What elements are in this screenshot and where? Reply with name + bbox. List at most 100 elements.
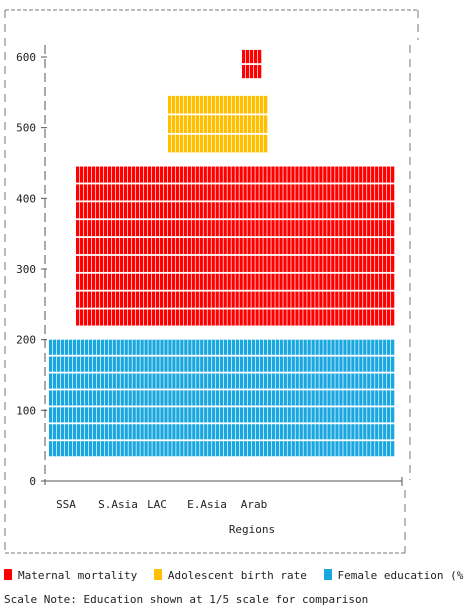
bar-cell-maternal-mortality (327, 166, 331, 183)
bar-cell-maternal-mortality (91, 166, 96, 183)
bar-cell-maternal-mortality (255, 238, 259, 255)
bar-cell-adolescent-birth-rate (216, 95, 220, 114)
bar-cell-female-education (72, 407, 77, 423)
bar-cell-maternal-mortality (391, 273, 395, 290)
bar-cell-maternal-mortality (255, 309, 259, 326)
bar-cell-maternal-mortality (307, 238, 311, 255)
bar-cell-maternal-mortality (119, 273, 124, 290)
bar-cell-maternal-mortality (247, 184, 251, 201)
bar-cell-female-education (267, 390, 272, 406)
bar-cell-adolescent-birth-rate (196, 95, 200, 114)
bar-cell-adolescent-birth-rate (240, 95, 244, 114)
bar-cell-maternal-mortality (263, 255, 267, 272)
bar-cell-female-education (355, 339, 359, 355)
bar-cell-maternal-mortality (235, 273, 239, 290)
bar-cell-maternal-mortality (199, 184, 203, 201)
bar-cell-adolescent-birth-rate (220, 134, 224, 153)
bar-cell-maternal-mortality (187, 309, 191, 326)
bar-cell-female-education (168, 407, 172, 423)
bar-cell-maternal-mortality (79, 202, 84, 219)
bar-cell-maternal-mortality (99, 202, 104, 219)
bar-cell-maternal-mortality (271, 273, 275, 290)
bar-cell-female-education (223, 390, 228, 406)
bar-cell-female-education (92, 373, 97, 389)
bar-cell-maternal-mortality (223, 238, 227, 255)
bar-cell-maternal-mortality (267, 220, 271, 237)
bar-cell-female-education (255, 424, 260, 440)
bar-cell-female-education (196, 424, 200, 440)
bar-cell-maternal-mortality (287, 291, 291, 308)
bar-cell-female-education (319, 390, 323, 406)
bar-cell-maternal-mortality (115, 309, 120, 326)
bar-cell-maternal-mortality (327, 273, 331, 290)
bar-cell-female-education (311, 424, 315, 440)
bar-cell-maternal-mortality (363, 184, 367, 201)
bar-cell-female-education (96, 424, 100, 440)
bar-cell-female-education (52, 373, 57, 389)
legend-label: Adolescent birth rate (167, 569, 307, 582)
legend-swatch (153, 569, 162, 580)
bar-cell-maternal-mortality (167, 291, 171, 308)
bar-cell-maternal-mortality (103, 220, 108, 237)
bar-cell-female-education (144, 390, 148, 406)
bar-cell-maternal-mortality (95, 238, 100, 255)
bar-cell-female-education (271, 407, 275, 423)
bar-cell-female-education (204, 424, 208, 440)
bar-cell-maternal-mortality (251, 238, 255, 255)
bar-cell-female-education (220, 356, 224, 372)
bar-cell-maternal-mortality (83, 238, 88, 255)
bar-cell-maternal-mortality (347, 291, 351, 308)
bar-cell-female-education (303, 373, 307, 389)
bar-cell-female-education (347, 390, 351, 406)
bar-cell-maternal-mortality (263, 166, 267, 183)
bar-cell-adolescent-birth-rate (168, 95, 172, 114)
bar-cell-female-education (255, 373, 260, 389)
bar-cell-female-education (259, 373, 264, 389)
bar-cell-maternal-mortality (339, 202, 343, 219)
bar-cell-female-education (128, 390, 132, 406)
bar-cell-maternal-mortality (227, 273, 231, 290)
bar-cell-female-education (231, 373, 236, 389)
bar-cell-maternal-mortality (327, 202, 331, 219)
bar-cell-female-education (160, 373, 164, 389)
bar-cell-maternal-mortality (347, 166, 351, 183)
bar-cell-female-education (148, 356, 152, 372)
bar-cell-maternal-mortality (151, 166, 156, 183)
bar-cell-female-education (303, 407, 307, 423)
bar-cell-female-education (347, 407, 351, 423)
bar-cell-maternal-mortality (147, 309, 152, 326)
bar-cell-maternal-mortality (347, 309, 351, 326)
bar-cell-female-education (363, 356, 367, 372)
bar-cell-female-education (375, 356, 379, 372)
bar-cell-maternal-mortality (371, 220, 375, 237)
bar-cell-female-education (379, 373, 383, 389)
bar-cell-female-education (291, 339, 295, 355)
bar-cell-maternal-mortality (155, 309, 160, 326)
bar-cell-female-education (363, 339, 367, 355)
bar-cell-maternal-mortality (355, 273, 359, 290)
bar-cell-maternal-mortality (179, 238, 183, 255)
bar-cell-maternal-mortality (183, 220, 187, 237)
bar-cell-female-education (291, 373, 295, 389)
bar-cell-female-education (299, 356, 303, 372)
bar-cell-female-education (172, 339, 176, 355)
bar-cell-female-education (279, 424, 283, 440)
bar-cell-female-education (247, 356, 252, 372)
bar-cell-female-education (327, 373, 331, 389)
bar-cell-maternal-mortality (259, 255, 263, 272)
bar-cell-female-education (295, 390, 299, 406)
bar-cell-maternal-mortality (179, 255, 183, 272)
bar-cell-female-education (172, 356, 176, 372)
bar-cell-maternal-mortality (355, 291, 359, 308)
bar-cell-female-education (239, 441, 244, 457)
bar-cell-female-education (279, 373, 283, 389)
bar-cell-maternal-mortality (243, 220, 247, 237)
bar-cell-female-education (387, 441, 391, 457)
bar-cell-female-education (136, 407, 140, 423)
bar-cell-maternal-mortality (87, 255, 92, 272)
bar-cell-maternal-mortality (155, 166, 160, 183)
bar-cell-female-education (355, 373, 359, 389)
bar-cell-female-education (180, 339, 184, 355)
bar-cell-adolescent-birth-rate (192, 95, 196, 114)
x-tick-label: LAC (147, 498, 167, 511)
